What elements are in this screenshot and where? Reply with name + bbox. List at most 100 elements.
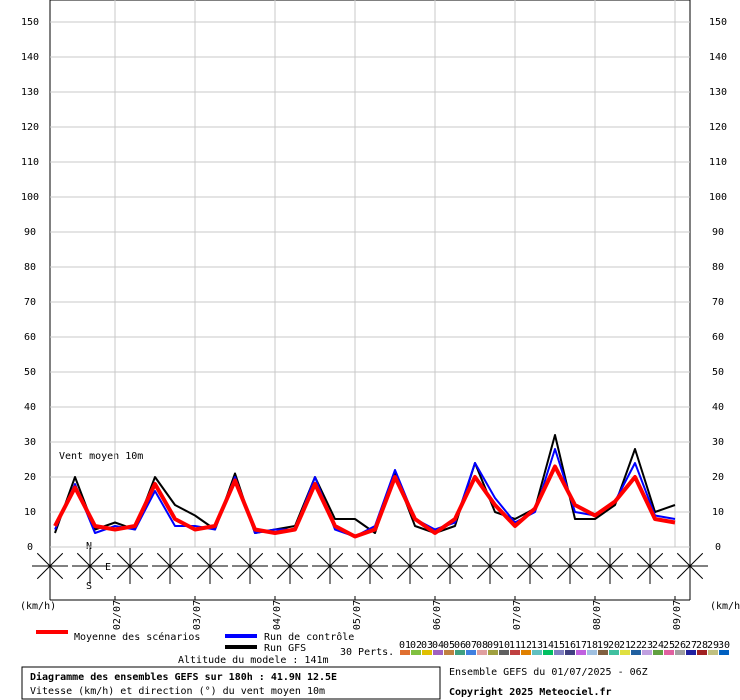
chart-title: Diagramme des ensembles GEFS sur 180h : … (30, 671, 337, 683)
perts-label: 30 Perts. (340, 647, 394, 658)
perturbation-label: 23 (641, 640, 653, 651)
perturbation-swatch (554, 650, 564, 655)
perturbation-swatch (642, 650, 652, 655)
rose-spoke (556, 552, 571, 567)
rose-spoke (489, 552, 504, 567)
perturbation-swatch (422, 650, 432, 655)
rose-spoke (116, 552, 131, 567)
rose-spoke (129, 552, 144, 567)
perturbation-swatch (708, 650, 718, 655)
rose-spoke (396, 552, 411, 567)
perturbation-label: 20 (608, 640, 620, 651)
perturbation-swatch (400, 650, 410, 655)
rose-spoke (609, 552, 624, 567)
perturbation-label: 19 (597, 640, 609, 651)
perturbation-label: 05 (443, 640, 455, 651)
perturbation-swatch (587, 650, 597, 655)
rose-spoke (636, 552, 651, 567)
rose-spoke (449, 565, 464, 580)
x-tick-label: 07/07 (512, 600, 523, 630)
perturbation-label: 27 (685, 640, 697, 651)
series-line (54, 434, 676, 534)
rose-spoke (369, 565, 384, 580)
rose-spoke (169, 565, 184, 580)
x-tick-label: 03/07 (192, 600, 203, 630)
x-tick-label: 04/07 (272, 600, 283, 630)
y-tick-label: 90 (24, 227, 36, 238)
perturbation-swatch (631, 650, 641, 655)
y-tick-label: 120 (21, 122, 39, 133)
perturbation-label: 22 (630, 640, 642, 651)
rose-spoke (356, 552, 371, 567)
y-tick-label: 40 (24, 402, 36, 413)
rose-spoke (76, 552, 91, 567)
rose-spoke (116, 565, 131, 580)
y2-tick-label: 110 (709, 157, 727, 168)
y-tick-label: 50 (24, 367, 36, 378)
perturbation-swatch (477, 650, 487, 655)
y2-tick-label: 120 (709, 122, 727, 133)
perturbation-label: 29 (707, 640, 719, 651)
rose-spoke (449, 552, 464, 567)
rose-spoke (236, 565, 251, 580)
y-tick-label: 0 (27, 542, 33, 553)
perturbation-label: 12 (520, 640, 532, 651)
y-tick-label: 70 (24, 297, 36, 308)
y-tick-label: 140 (21, 52, 39, 63)
y2-tick-label: 0 (715, 542, 721, 553)
x-tick-label: 09/07 (672, 600, 683, 630)
perturbation-swatch (532, 650, 542, 655)
perturbation-swatch (697, 650, 707, 655)
y2-tick-label: 60 (712, 332, 724, 343)
rose-spoke (249, 552, 264, 567)
rose-spoke (516, 565, 531, 580)
rose-spoke (329, 565, 344, 580)
rose-spoke (556, 565, 571, 580)
x-tick-label: 02/07 (112, 600, 123, 630)
x-tick-label: 06/07 (432, 600, 443, 630)
y2-tick-label: 40 (712, 402, 724, 413)
rose-spoke (356, 565, 371, 580)
perturbation-swatch (620, 650, 630, 655)
perturbation-label: 07 (465, 640, 477, 651)
rose-spoke (689, 552, 704, 567)
perturbation-label: 02 (410, 640, 422, 651)
rose-spoke (89, 552, 104, 567)
rose-spoke (676, 552, 691, 567)
rose-spoke (156, 552, 171, 567)
rose-spoke (409, 552, 424, 567)
perturbation-label: 15 (553, 640, 565, 651)
rose-spoke (636, 565, 651, 580)
rose-spoke (289, 552, 304, 567)
y2-tick-label: 30 (712, 437, 724, 448)
perturbation-label: 06 (454, 640, 466, 651)
rose-spoke (329, 552, 344, 567)
rose-spoke (476, 552, 491, 567)
perturbation-label: 24 (652, 640, 664, 651)
y2-label: (km/h) (710, 601, 740, 612)
y2-tick-label: 100 (709, 192, 727, 203)
rose-spoke (596, 565, 611, 580)
perturbation-swatch (719, 650, 729, 655)
perturbation-label: 09 (487, 640, 499, 651)
perturbation-swatch (433, 650, 443, 655)
y-tick-label: 110 (21, 157, 39, 168)
perturbation-label: 26 (674, 640, 686, 651)
perturbation-label: 04 (432, 640, 444, 651)
compass-label: S (86, 581, 92, 592)
y2-tick-label: 70 (712, 297, 724, 308)
perturbation-swatch (466, 650, 476, 655)
rose-spoke (36, 565, 51, 580)
perturbation-swatch (488, 650, 498, 655)
rose-spoke (649, 565, 664, 580)
plot-frame (49, 0, 691, 548)
wind-roses (32, 548, 708, 584)
x-tick-label: 05/07 (352, 600, 363, 630)
perturbation-swatch (576, 650, 586, 655)
rose-spoke (209, 565, 224, 580)
y2-tick-label: 10 (712, 507, 724, 518)
rose-spoke (316, 552, 331, 567)
y2-tick-label: 20 (712, 472, 724, 483)
rose-spoke (209, 552, 224, 567)
legend-label: Run GFS (264, 643, 306, 654)
